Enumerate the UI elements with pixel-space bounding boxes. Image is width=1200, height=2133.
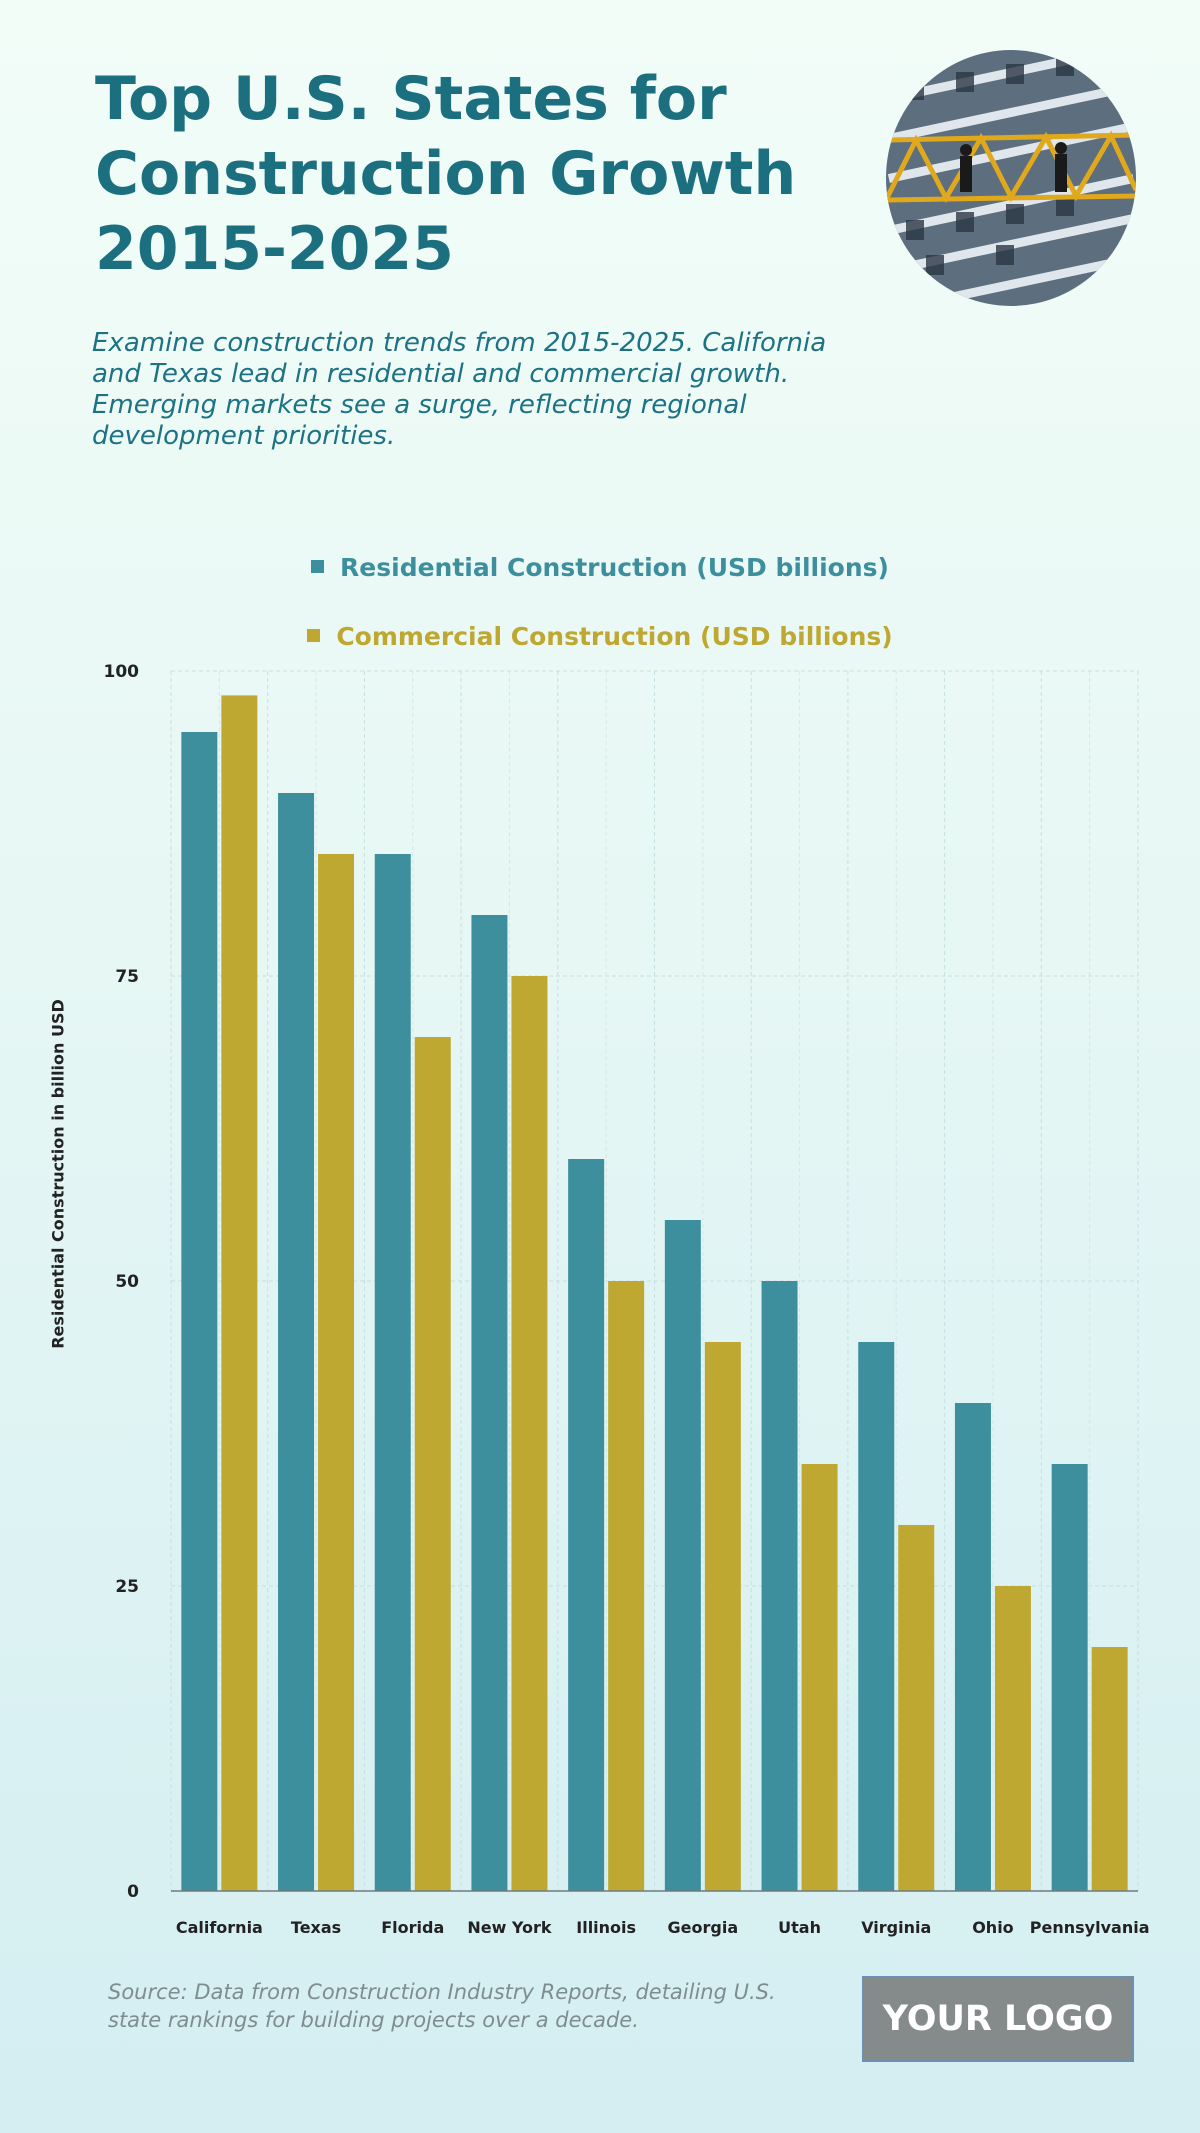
bar-commercial xyxy=(414,1037,451,1891)
bar-residential xyxy=(471,915,508,1891)
legend-residential: Residential Construction (USD billions) xyxy=(0,553,1200,582)
x-tick-label: Pennsylvania xyxy=(1030,1918,1150,1937)
bar-residential xyxy=(181,732,218,1891)
source-note: Source: Data from Construction Industry … xyxy=(108,1980,776,2032)
y-tick-label: 75 xyxy=(115,967,139,987)
bar-residential xyxy=(374,854,411,1891)
logo-placeholder: YOUR LOGO xyxy=(862,1976,1134,2062)
bar-commercial xyxy=(318,854,355,1891)
bar-residential xyxy=(1051,1464,1088,1891)
x-tick-label: Illinois xyxy=(576,1918,636,1937)
bar-commercial xyxy=(608,1281,645,1891)
x-tick-label: Ohio xyxy=(972,1918,1013,1937)
bar-residential xyxy=(568,1159,605,1891)
bar-commercial xyxy=(704,1342,741,1891)
bar-residential xyxy=(278,793,315,1891)
legend-commercial-label: Commercial Construction (USD billions) xyxy=(336,622,893,651)
construction-photo xyxy=(886,50,1136,306)
x-tick-label: New York xyxy=(467,1918,552,1937)
y-tick-label: 25 xyxy=(115,1577,139,1597)
legend-residential-swatch xyxy=(311,560,325,573)
x-tick-label: Utah xyxy=(778,1918,821,1937)
legend-commercial-swatch xyxy=(307,629,321,642)
x-tick-label: Georgia xyxy=(668,1918,739,1937)
page-title: Top U.S. States for Construction Growth … xyxy=(95,64,797,284)
bar-residential xyxy=(664,1220,701,1891)
y-tick-label: 50 xyxy=(115,1272,139,1292)
legend-residential-label: Residential Construction (USD billions) xyxy=(340,553,889,582)
legend-commercial: Commercial Construction (USD billions) xyxy=(0,622,1200,651)
y-tick-label: 0 xyxy=(127,1882,139,1902)
bar-commercial xyxy=(221,695,258,1891)
bar-residential xyxy=(761,1281,798,1891)
bar-commercial xyxy=(994,1586,1031,1891)
bar-chart: 0 25 50 75 100 California Texas Florida New York… xyxy=(104,662,1150,1937)
bar-commercial xyxy=(511,976,548,1891)
bar-commercial xyxy=(898,1525,935,1891)
bar-commercial xyxy=(1091,1647,1128,1891)
x-tick-label: Texas xyxy=(291,1918,341,1937)
page-subtitle: Examine construction trends from 2015-20… xyxy=(92,328,827,451)
x-tick-label: California xyxy=(176,1918,263,1937)
bar-commercial xyxy=(801,1464,838,1891)
bar-residential xyxy=(954,1403,991,1891)
y-tick-label: 100 xyxy=(104,662,140,682)
x-tick-label: Virginia xyxy=(861,1918,931,1937)
x-tick-label: Florida xyxy=(381,1918,444,1937)
bar-residential xyxy=(858,1342,895,1891)
